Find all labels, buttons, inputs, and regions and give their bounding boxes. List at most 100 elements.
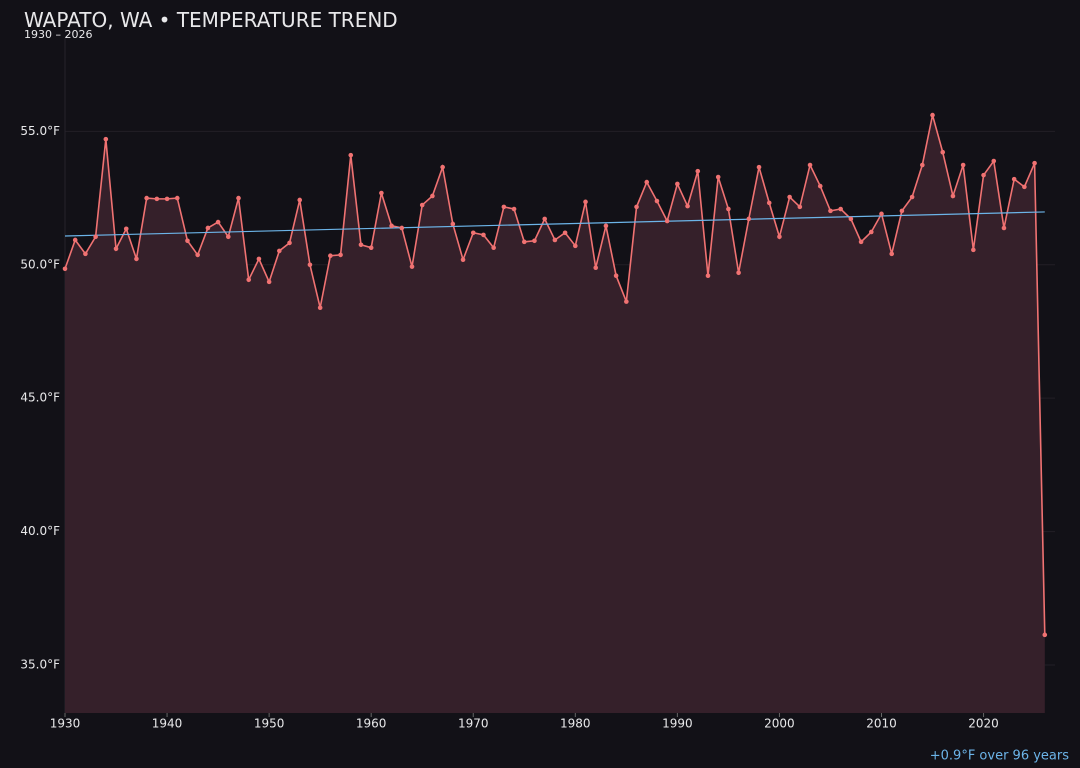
trend-annotation: +0.9°F over 96 years [930,749,1069,764]
data-point [328,253,333,259]
data-point [236,195,241,201]
data-point [848,216,854,222]
y-tick-label: 35.0°F [20,657,60,671]
x-tick-label: 1950 [254,717,285,731]
data-point [583,199,588,205]
data-point [511,206,517,212]
x-tick-label: 1990 [662,717,693,731]
data-point [920,162,925,168]
data-point [1001,225,1007,231]
data-point [991,158,997,164]
data-point [215,219,221,225]
data-point [521,239,527,245]
data-point [460,257,466,263]
data-point [72,237,78,243]
data-point [960,162,966,168]
data-point [817,183,823,189]
data-point [1022,184,1027,190]
data-point [450,221,456,227]
data-point [971,247,976,253]
data-point [930,112,935,118]
data-point [715,174,721,180]
data-point [317,305,323,311]
data-point [542,216,547,222]
data-point [358,242,364,248]
data-point [1042,632,1048,638]
data-point [205,225,211,231]
data-point [287,240,292,246]
data-point [470,230,476,236]
data-point [746,216,752,222]
data-point [164,196,170,202]
chart-title: WAPATO, WA • TEMPERATURE TREND [24,8,398,32]
data-point [685,203,690,209]
data-point [113,246,119,252]
data-point [154,196,160,202]
data-point [797,204,803,210]
y-tick-label: 45.0°F [20,391,60,405]
data-point [552,237,558,243]
data-point [899,208,905,214]
x-tick-label: 2010 [866,717,897,731]
data-point [664,218,670,224]
data-point [83,251,88,257]
data-point [756,164,762,170]
x-tick-label: 1970 [458,717,489,731]
data-point [185,238,190,244]
x-tick-label: 1940 [152,717,183,731]
data-point [787,194,792,200]
data-point [440,164,445,170]
data-point [654,198,660,204]
data-point [562,230,568,236]
data-point [368,245,374,251]
data-point [419,202,425,208]
data-point [62,266,68,272]
data-point [624,299,629,304]
data-point [491,245,496,251]
data-point [277,248,282,254]
data-point [909,194,915,200]
data-point [501,204,507,210]
data-point [103,136,109,142]
data-point [858,239,864,245]
data-point [399,225,405,231]
data-point [868,229,874,235]
data-point [338,252,343,258]
data-point [409,264,415,269]
data-point [1011,176,1017,182]
x-tick-label: 1980 [560,717,591,731]
x-tick-label: 1960 [356,717,387,731]
data-point [430,193,435,199]
data-point [613,273,619,279]
data-point [93,234,98,240]
data-point [123,226,129,232]
data-point [195,252,200,258]
data-point [736,270,741,276]
data-point [144,195,149,201]
data-point [675,181,680,187]
data-point [950,193,956,199]
data-point [246,277,252,283]
data-point [726,206,731,212]
area [65,115,1045,714]
data-point [705,273,711,279]
data-point [634,204,639,210]
chart-subtitle: 1930 – 2026 [24,28,92,41]
data-point [695,168,701,174]
data-point [174,195,180,201]
data-point [889,251,895,257]
data-point [532,238,537,244]
data-point [481,232,486,238]
data-point [940,149,946,155]
data-point [879,211,884,217]
y-tick-label: 55.0°F [20,124,60,138]
data-point [1032,160,1037,166]
data-point [807,162,813,168]
data-point [256,256,262,262]
y-tick-label: 40.0°F [20,524,60,538]
data-point [777,234,782,240]
x-tick-label: 2020 [968,717,999,731]
data-point [838,206,843,212]
data-point [828,208,833,214]
